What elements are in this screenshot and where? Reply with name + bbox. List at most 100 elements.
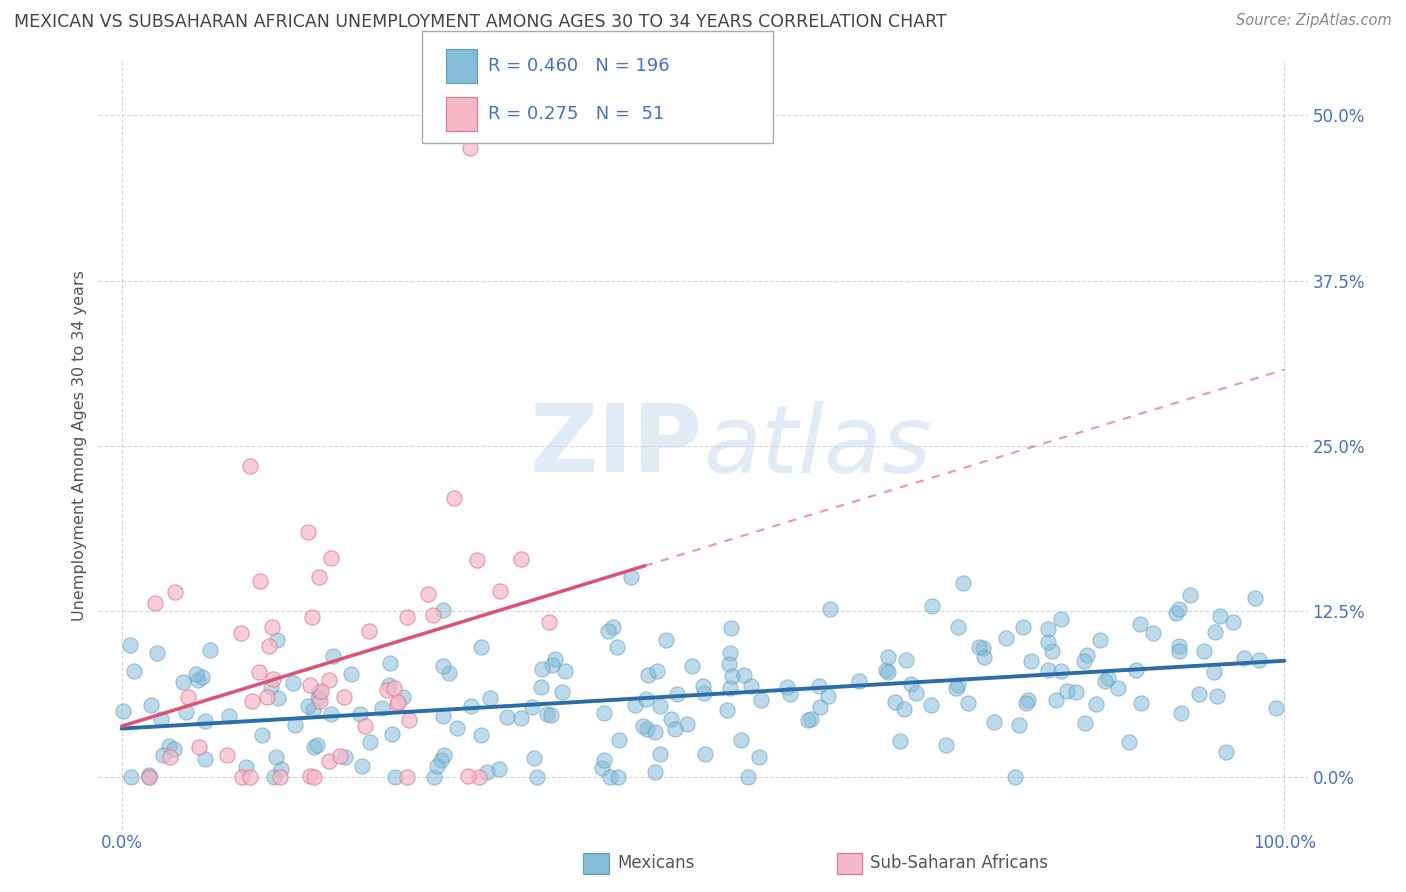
Point [848,674,870,689]
Point [720,668,742,682]
Point [1209,608,1232,623]
Point [1050,664,1073,678]
Point [297,698,319,713]
Point [479,690,502,705]
Point [1019,654,1042,668]
Point [896,653,918,667]
Point [1244,591,1267,606]
Point [920,698,942,712]
Point [1007,718,1029,732]
Point [973,649,995,664]
Point [800,712,823,726]
Point [152,747,174,762]
Point [418,587,440,601]
Point [1073,654,1095,668]
Point [591,761,613,775]
Point [437,666,460,681]
Point [530,680,553,694]
Point [176,690,198,704]
Point [875,663,897,677]
Point [263,770,285,784]
Point [218,709,240,723]
Point [749,693,772,707]
Point [138,768,160,782]
Point [432,603,454,617]
Point [143,596,166,610]
Point [1167,644,1189,658]
Point [730,732,752,747]
Text: ZIP: ZIP [530,400,703,492]
Point [446,722,468,736]
Point [654,632,676,647]
Point [496,710,519,724]
Text: MEXICAN VS SUBSAHARAN AFRICAN UNEMPLOYMENT AMONG AGES 30 TO 34 YEARS CORRELATION: MEXICAN VS SUBSAHARAN AFRICAN UNEMPLOYME… [14,13,946,31]
Point [520,700,543,714]
Point [308,685,330,699]
Point [371,700,394,714]
Point [298,769,321,783]
Point [260,620,283,634]
Point [602,620,624,634]
Point [1118,735,1140,749]
Point [1036,634,1059,648]
Point [644,725,666,739]
Point [264,749,287,764]
Point [607,732,630,747]
Point [779,687,801,701]
Point [184,667,207,681]
Point [946,620,969,634]
Point [138,770,160,784]
Point [378,678,401,692]
Point [247,665,270,680]
Point [1076,648,1098,662]
Point [321,706,343,721]
Point [1036,664,1059,678]
Point [468,770,491,784]
Point [921,599,943,613]
Point [893,702,915,716]
Point [242,694,264,708]
Point [231,770,253,784]
Point [904,686,927,700]
Point [596,624,619,639]
Text: R = 0.460   N = 196: R = 0.460 N = 196 [488,57,669,75]
Text: Sub-Saharan Africans: Sub-Saharan Africans [870,855,1049,872]
Point [381,727,404,741]
Point [599,770,621,784]
Point [157,739,180,753]
Point [1038,622,1060,636]
Point [122,664,145,678]
Point [554,665,576,679]
Text: atlas: atlas [703,401,931,491]
Point [443,491,465,505]
Point [257,639,280,653]
Point [540,707,562,722]
Point [883,695,905,709]
Point [457,769,479,783]
Point [1088,633,1111,648]
Point [693,686,716,700]
Point [239,770,262,784]
Point [165,585,187,599]
Point [1074,716,1097,731]
Point [267,690,290,705]
Point [426,759,449,773]
Point [308,570,330,584]
Point [983,715,1005,730]
Point [163,741,186,756]
Point [946,677,969,691]
Point [994,631,1017,645]
Point [340,666,363,681]
Point [1084,698,1107,712]
Point [159,749,181,764]
Point [650,699,672,714]
Point [378,657,401,671]
Point [239,458,262,473]
Point [470,640,492,654]
Point [526,770,548,784]
Point [284,718,307,732]
Point [718,681,741,696]
Point [1107,681,1129,696]
Point [1204,624,1226,639]
Point [488,763,510,777]
